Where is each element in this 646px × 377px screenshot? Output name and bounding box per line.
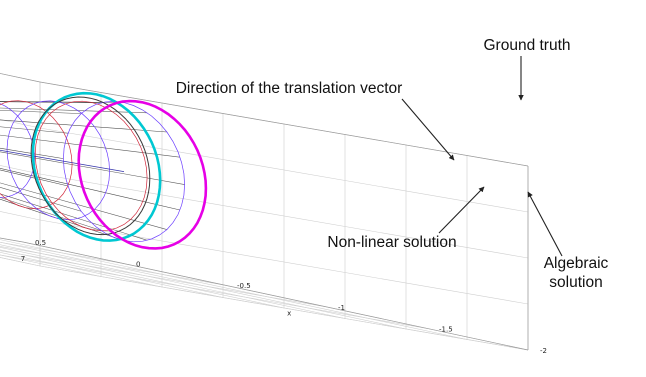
grid-line <box>0 73 41 83</box>
cone-generator <box>0 169 69 187</box>
x-tick-label: -0.5 <box>237 282 251 290</box>
annotation-translation-direction: Direction of the translation vector <box>176 80 403 97</box>
grid-line <box>0 254 428 329</box>
cone-generator <box>0 134 181 158</box>
annotation-non-linear: Non-linear solution <box>327 234 456 251</box>
circle-ground-truth <box>31 91 162 242</box>
grid-line <box>0 249 224 298</box>
grid-line <box>39 127 529 213</box>
annotation-ground-truth: Ground truth <box>483 37 570 54</box>
cone-generator <box>0 168 181 211</box>
x-axis-label: x <box>287 310 291 318</box>
arrow-non-linear <box>438 186 485 234</box>
cone-generator <box>0 107 148 114</box>
arrow-algebraic <box>527 191 563 257</box>
circle-algebraic-solution <box>77 99 208 250</box>
cone-generator <box>0 151 185 185</box>
x-tick-label: -1 <box>338 304 345 312</box>
grid-line <box>0 254 102 277</box>
cone-generator <box>0 182 167 230</box>
solution-circles <box>30 91 208 250</box>
grid-line <box>0 239 468 340</box>
cone-ring <box>63 101 185 243</box>
box-edge <box>22 241 529 351</box>
cone-ring <box>6 100 110 221</box>
cone-ring <box>34 100 148 232</box>
annotation-algebraic: Algebraic solution <box>544 255 609 291</box>
grid-line <box>0 246 285 309</box>
cone-ring <box>0 103 35 198</box>
grid-line <box>0 246 226 286</box>
annotations: Ground truth Direction of the translation… <box>176 37 609 291</box>
arrow-translation-direction <box>401 98 455 161</box>
grid-line <box>0 241 125 264</box>
cone-generator <box>0 187 82 212</box>
x-tick-label: 0 <box>136 261 140 269</box>
x-tick-label: 0.5 <box>35 239 46 247</box>
box-edge <box>0 73 41 83</box>
grid-line <box>39 219 529 305</box>
grid-line <box>0 244 346 319</box>
x-tick-label: -1.5 <box>439 325 453 333</box>
grid-line <box>39 265 529 351</box>
cone-generator <box>0 193 148 241</box>
cone-generator <box>0 147 64 159</box>
grid-line <box>39 173 529 259</box>
cone-generator <box>0 126 69 134</box>
x-tick-label: -2 <box>540 347 547 355</box>
grid-line <box>0 250 327 308</box>
cone-generator <box>0 101 101 104</box>
cone-generator <box>0 197 101 231</box>
tick-labels: 0.40.20-0.2-0.4-1012345670.50-0.5-1-1.5-… <box>21 239 547 355</box>
cone-ring <box>0 100 73 209</box>
cone-generator <box>0 101 125 103</box>
grid-line <box>0 241 407 330</box>
circle-non-linear-solution <box>30 96 151 236</box>
grid-line <box>0 252 163 288</box>
translation-direction-line <box>0 149 125 172</box>
cone-generator <box>0 110 82 114</box>
y-tick-label: 7 <box>21 255 25 263</box>
